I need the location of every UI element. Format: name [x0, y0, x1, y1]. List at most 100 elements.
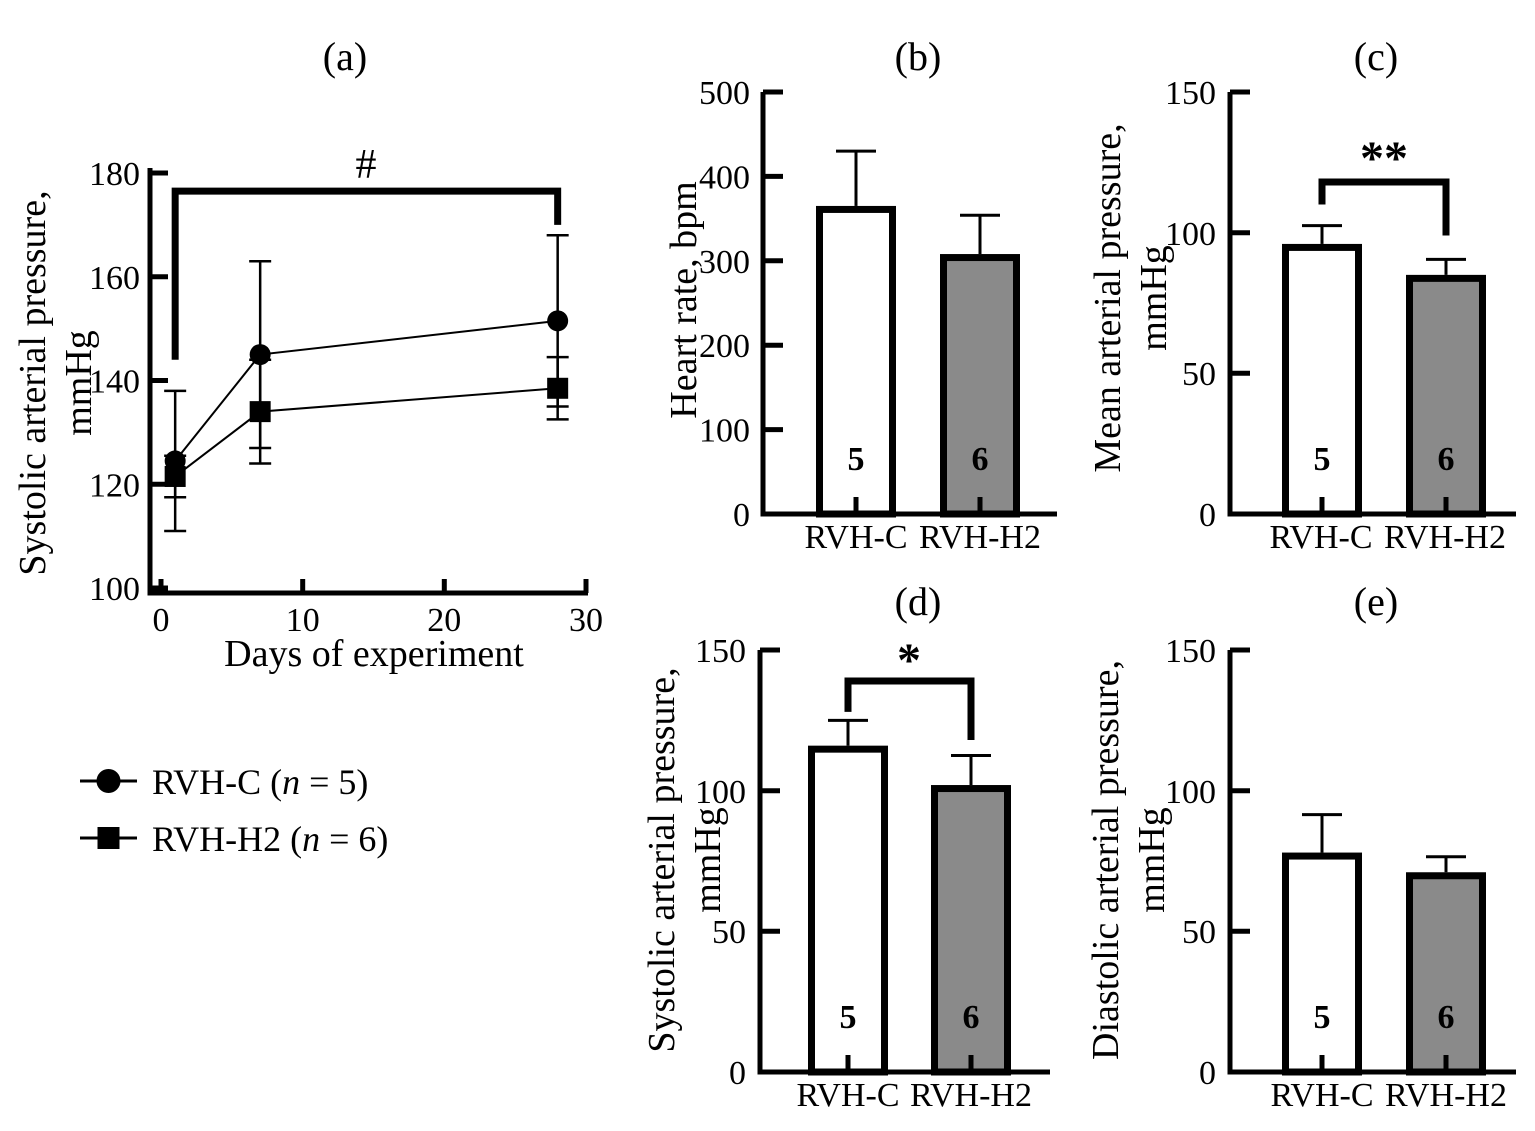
panel-d: (d) Systolic arterial pressure, mmHg 0 5…	[641, 579, 1050, 1114]
circle-marker	[547, 310, 569, 332]
panel-e-cat-rvhh2: RVH-H2	[1385, 1077, 1507, 1114]
panel-d-ytick-50: 50	[712, 914, 746, 951]
panel-c-n-rvhh2: 6	[1438, 441, 1455, 478]
panel-e-marks	[1282, 813, 1486, 1076]
panel-e-ytick-50: 50	[1182, 914, 1216, 951]
bar-rvh-h2	[1406, 274, 1486, 518]
panel-a-x-ticks	[158, 579, 589, 593]
panel-d-title: (d)	[895, 579, 942, 624]
panel-d-ytick-0: 0	[729, 1055, 746, 1092]
panel-a-ytick-140: 140	[89, 364, 140, 401]
panel-c-ytick-50: 50	[1182, 356, 1216, 393]
panel-a-ytick-120: 120	[89, 467, 140, 504]
panel-a-xtick-30: 30	[569, 602, 603, 639]
panel-b-ytick-500: 500	[699, 75, 750, 112]
panel-e-ylabel-line1: Diastolic arterial pressure,	[1085, 660, 1127, 1060]
panel-a-ylabel-line1: Systolic arterial pressure,	[12, 190, 54, 575]
panel-a-ytick-160: 160	[89, 260, 140, 297]
panel-c-cat-rvhc: RVH-C	[1269, 519, 1372, 556]
bar-rvh-c	[1282, 852, 1362, 1076]
panel-b-ytick-100: 100	[699, 413, 750, 450]
panel-b-n-rvhh2: 6	[972, 441, 989, 478]
panel-a-ytick-180: 180	[89, 156, 140, 193]
panel-b: (b) Heart rate, bpm 0 100 200 300 400 50…	[663, 34, 1057, 556]
panel-a-xtick-0: 0	[153, 602, 170, 639]
panel-d-ytick-150: 150	[695, 633, 746, 670]
panel-a-marks	[164, 187, 569, 533]
panel-d-ylabel-line1: Systolic arterial pressure,	[641, 667, 683, 1052]
panel-b-cat-rvhc: RVH-C	[804, 519, 907, 556]
panel-d-marks	[808, 677, 1011, 1076]
series-rvh-h2	[164, 355, 569, 499]
panel-e-cat-rvhc: RVH-C	[1270, 1077, 1373, 1114]
panel-a-ytick-100: 100	[89, 571, 140, 608]
panel-b-ylabel: Heart rate, bpm	[663, 181, 705, 418]
panel-e-ytick-150: 150	[1165, 633, 1216, 670]
square-marker	[547, 377, 569, 399]
series-rvh-c	[164, 234, 569, 533]
square-icon	[97, 827, 120, 849]
panel-c: (c) Mean arterial pressure, mmHg 0 50 10…	[1087, 34, 1516, 556]
legend-label-rvhh2: RVH-H2 (n = 6)	[152, 819, 388, 859]
panel-a-xlabel: Days of experiment	[224, 633, 524, 675]
panel-b-ytick-400: 400	[699, 159, 750, 196]
panel-b-cat-rvhh2: RVH-H2	[919, 519, 1041, 556]
panel-a-y-ticks	[150, 170, 168, 591]
panel-c-title: (c)	[1354, 34, 1398, 79]
significance-bracket	[844, 677, 975, 741]
panel-b-ytick-200: 200	[699, 328, 750, 365]
panel-c-y-ticks	[1230, 89, 1250, 376]
panel-e-ytick-100: 100	[1165, 774, 1216, 811]
panel-d-cat-rvhh2: RVH-H2	[910, 1077, 1032, 1114]
square-marker	[164, 465, 186, 487]
panel-b-marks	[816, 149, 1020, 518]
panel-d-ytick-100: 100	[695, 774, 746, 811]
panel-c-ylabel-line1: Mean arterial pressure,	[1087, 123, 1129, 472]
series-line	[174, 387, 558, 478]
panel-b-ytick-300: 300	[699, 244, 750, 281]
panel-b-n-rvhc: 5	[848, 441, 865, 478]
panel-c-marks	[1282, 178, 1486, 518]
panel-a-ylabel-line2: mmHg	[58, 330, 100, 436]
bar-rvh-h2	[1406, 872, 1486, 1076]
circle-icon	[96, 769, 121, 793]
panel-b-title: (b)	[895, 34, 942, 79]
panel-c-n-rvhc: 5	[1314, 441, 1331, 478]
panel-e-n-rvhh2: 6	[1438, 999, 1455, 1036]
panel-c-ytick-150: 150	[1165, 75, 1216, 112]
panel-d-n-rvhc: 5	[840, 999, 857, 1036]
panel-a-significance-hash: #	[356, 142, 377, 188]
panel-e-y-ticks	[1230, 647, 1250, 934]
panel-c-cat-rvhh2: RVH-H2	[1384, 519, 1506, 556]
panel-e-title: (e)	[1354, 579, 1398, 624]
panel-b-ytick-0: 0	[733, 497, 750, 534]
legend: RVH-C (n = 5) RVH-H2 (n = 6)	[80, 762, 388, 859]
series-line	[174, 319, 558, 462]
square-marker	[249, 401, 271, 423]
panel-a-title: (a)	[323, 34, 367, 79]
panel-e: (e) Diastolic arterial pressure, mmHg 0 …	[1085, 579, 1516, 1114]
panel-c-ytick-0: 0	[1199, 497, 1216, 534]
significance-bracket	[171, 187, 562, 360]
bar-rvh-c	[816, 205, 896, 518]
panel-d-cat-rvhc: RVH-C	[796, 1077, 899, 1114]
panel-a-xtick-20: 20	[427, 602, 461, 639]
legend-item-rvhh2: RVH-H2 (n = 6)	[80, 819, 388, 859]
panel-e-n-rvhc: 5	[1314, 999, 1331, 1036]
panel-b-y-ticks	[763, 89, 783, 433]
panel-d-n-rvhh2: 6	[963, 999, 980, 1036]
panel-c-ytick-100: 100	[1165, 216, 1216, 253]
panel-d-y-ticks	[760, 647, 780, 934]
panel-e-ylabel-line2: mmHg	[1131, 807, 1173, 913]
panel-e-ytick-0: 0	[1199, 1055, 1216, 1092]
legend-label-rvhc: RVH-C (n = 5)	[152, 762, 368, 802]
panel-c-ylabel-line2: mmHg	[1133, 245, 1175, 351]
panel-c-significance-stars: **	[1360, 132, 1408, 185]
bar-rvh-h2	[931, 785, 1011, 1076]
panel-a-xtick-10: 10	[286, 602, 320, 639]
panel-a: (a) Systolic arterial pressure, mmHg 100…	[12, 34, 603, 675]
significance-bracket	[1318, 178, 1450, 236]
panel-d-ylabel-line2: mmHg	[687, 807, 729, 913]
